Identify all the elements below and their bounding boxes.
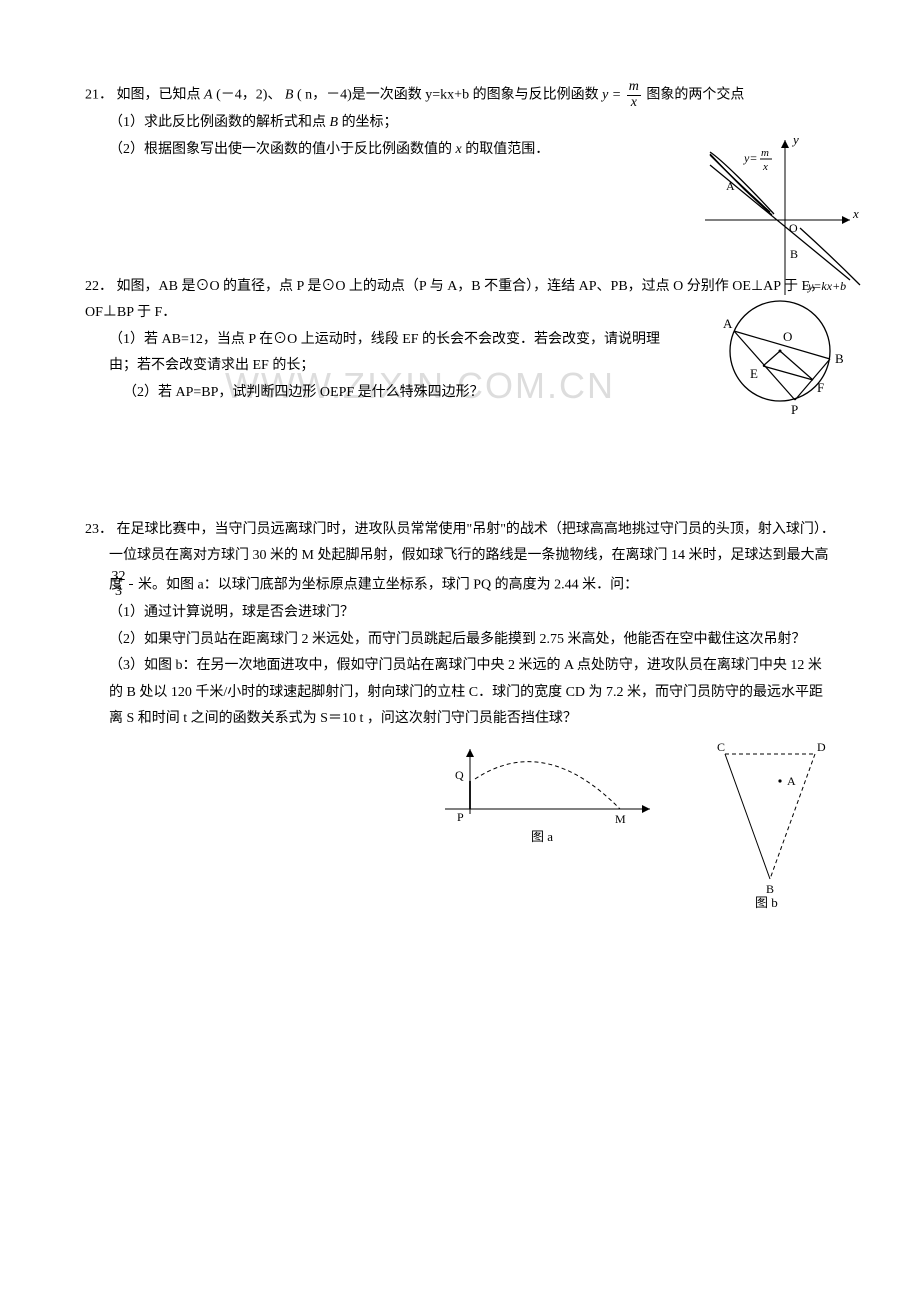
- p21-B: B: [285, 87, 294, 102]
- p23a-Q: Q: [455, 768, 464, 782]
- qnum-22: 22．: [85, 279, 113, 294]
- p23-frac-num: 32: [129, 570, 133, 586]
- p21-eq-y: y =: [602, 87, 625, 102]
- problem-21: 21． 如图，已知点 A (－4，2)、 B ( n，－4)是一次函数 y=kx…: [85, 80, 835, 164]
- p22-stem: 如图，AB 是⊙O 的直径，点 P 是⊙O 上的动点（P 与 A，B 不重合），…: [85, 279, 824, 321]
- p21-fig-A: A: [726, 179, 735, 193]
- p23-part2: （2）如果守门员站在距离球门 2 米远处，而守门员跳起后最多能摸到 2.75 米…: [85, 627, 835, 654]
- p23-svg-b: C D A B 图 b: [705, 739, 835, 909]
- p21-B-coord: ( n，－4)是一次函数 y=kx+b 的图象与反比例函数: [297, 87, 599, 102]
- p23a-P: P: [457, 810, 464, 824]
- p21-part2-text: （2）根据图象写出使一次函数的值小于反比例函数值的: [109, 142, 456, 157]
- p21-frac-num: m: [627, 80, 641, 96]
- qnum-23: 23．: [85, 522, 113, 537]
- p23a-M: M: [615, 812, 626, 826]
- p21-part1: （1）求此反比例函数的解析式和点 B 的坐标；: [85, 110, 835, 137]
- p23b-A: A: [787, 774, 796, 788]
- p23-fig-b: C D A B 图 b: [705, 739, 835, 920]
- p23b-B: B: [766, 882, 774, 896]
- p22-B: B: [835, 351, 844, 366]
- problem-23-body: 23． 在足球比赛中，当守门员远离球门时，进攻队员常常使用"吊射"的战术（把球高…: [85, 517, 835, 734]
- problem-22-body: 22． 如图，AB 是⊙O 的直径，点 P 是⊙O 上的动点（P 与 A，B 不…: [85, 274, 835, 407]
- p23-figures: Q P M 图 a C D A B 图 b: [85, 739, 835, 920]
- p21-part1-end: 的坐标；: [342, 115, 398, 130]
- p23a-label: 图 a: [531, 829, 553, 844]
- p21-fig-B: B: [790, 247, 798, 261]
- p21-frac: m x: [627, 80, 641, 110]
- p22-part1: （1）若 AB=12，当点 P 在⊙O 上运动时，线段 EF 的长会不会改变．若…: [85, 327, 835, 380]
- p21-fig-O: O: [789, 221, 798, 235]
- p23-fig-a: Q P M 图 a: [435, 739, 665, 920]
- p23b-D: D: [817, 740, 826, 754]
- p21-part2-x: x: [456, 142, 462, 157]
- p21-part2: （2）根据图象写出使一次函数的值小于反比例函数值的 x 的取值范围．: [85, 137, 835, 164]
- p23b-label: 图 b: [755, 895, 778, 909]
- p21-frac-den: x: [627, 96, 641, 111]
- problem-23: 23． 在足球比赛中，当守门员远离球门时，进攻队员常常使用"吊射"的战术（把球高…: [85, 517, 835, 920]
- problem-22: WWW.ZIXIN.COM.CN 22． 如图，AB 是⊙O 的直径，点 P 是…: [85, 274, 835, 407]
- p21-part2-end: 的取值范围．: [465, 142, 549, 157]
- p21-stem-a: 如图，已知点: [117, 87, 205, 102]
- p23-stem-block: 23． 在足球比赛中，当守门员远离球门时，进攻队员常常使用"吊射"的战术（把球高…: [85, 517, 835, 601]
- p23-part1: （1）通过计算说明，球是否会进球门？: [85, 600, 835, 627]
- p21-part1-B: B: [330, 115, 339, 130]
- problem-21-body: 21． 如图，已知点 A (－4，2)、 B ( n，－4)是一次函数 y=kx…: [85, 80, 835, 164]
- p22-part2: （2）若 AP=BP，试判断四边形 OEPF 是什么特殊四边形？: [85, 380, 835, 407]
- p23-svg-a: Q P M 图 a: [435, 739, 665, 849]
- p21-stem-b: 图象的两个交点: [646, 87, 744, 102]
- qnum-21: 21．: [85, 87, 113, 102]
- p23-frac-den: 3: [129, 585, 133, 600]
- p21-fig-x: x: [852, 206, 859, 221]
- p21-A-coord: (－4，2)、: [216, 87, 281, 102]
- p23b-C: C: [717, 740, 725, 754]
- p21-part1-text: （1）求此反比例函数的解析式和点: [109, 115, 330, 130]
- p23-stem2: 米。如图 a：以球门底部为坐标原点建立坐标系，球门 PQ 的高度为 2.44 米…: [138, 577, 638, 592]
- p21-A: A: [204, 87, 213, 102]
- p23-part3: （3）如图 b：在另一次地面进攻中，假如守门员站在离球门中央 2 米远的 A 点…: [85, 653, 835, 733]
- p23-frac: 32 3: [129, 570, 133, 600]
